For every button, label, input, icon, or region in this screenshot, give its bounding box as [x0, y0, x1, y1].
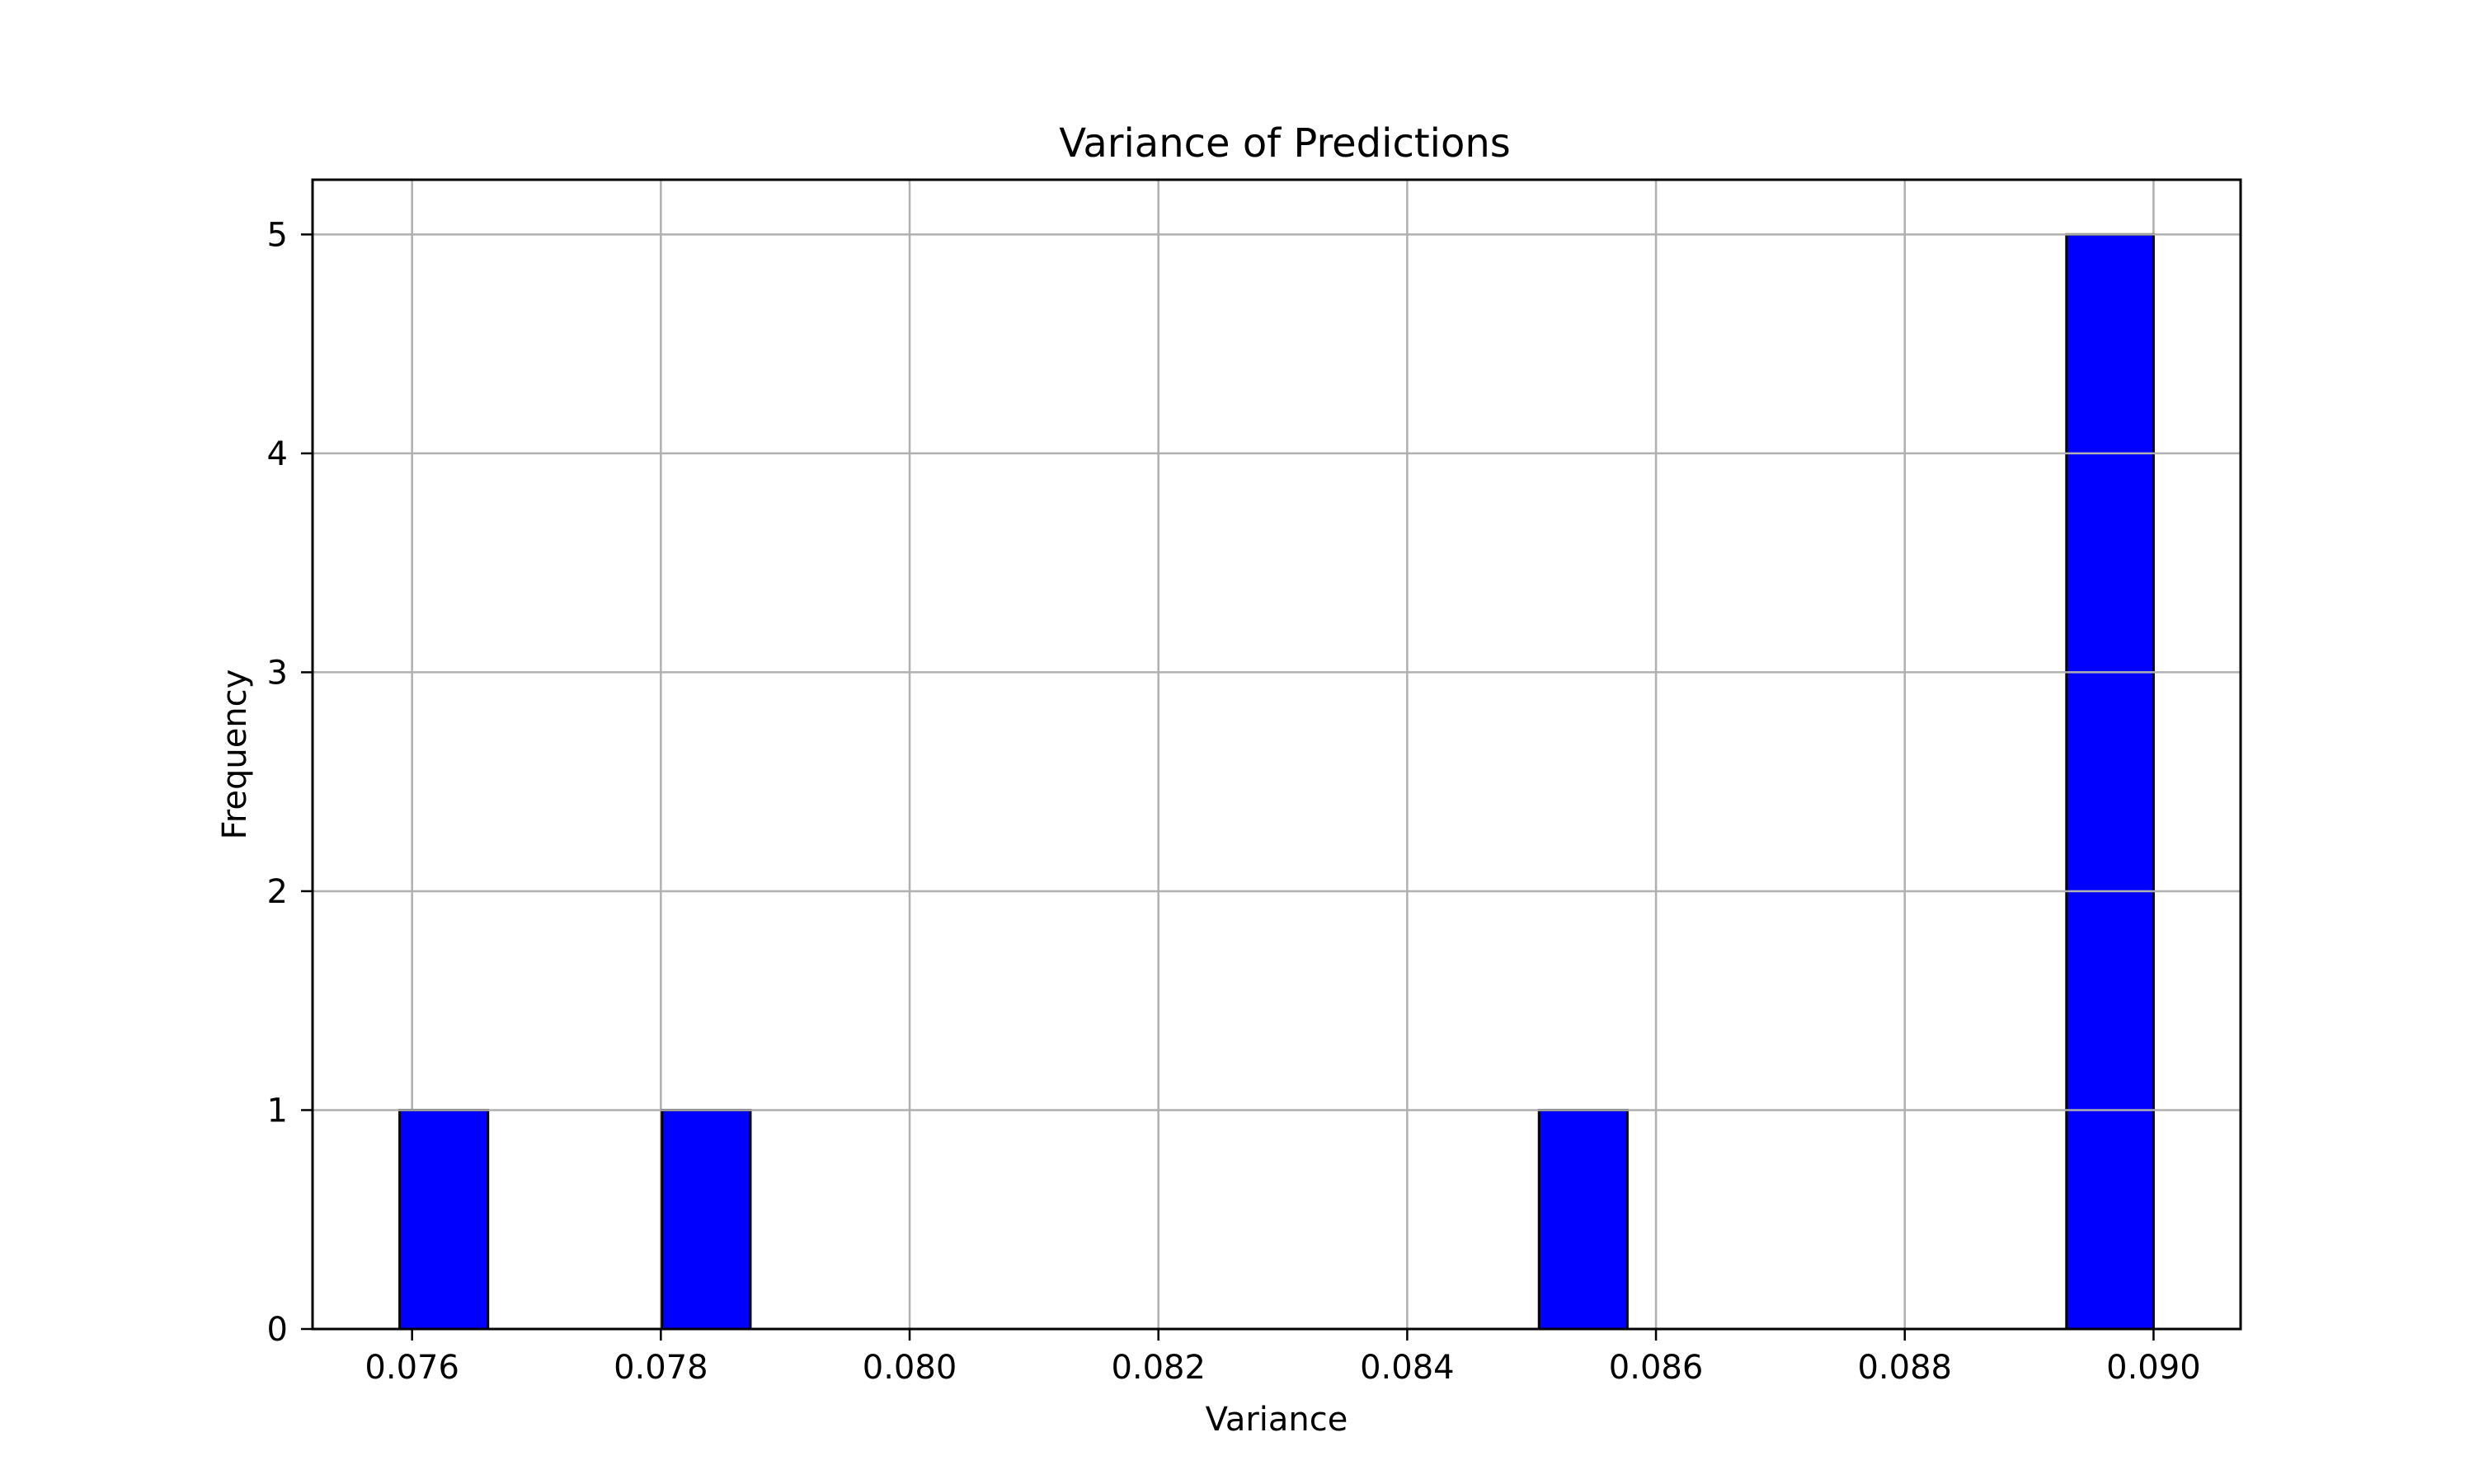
histogram-bar: [2065, 232, 2155, 1331]
histogram-bars: [313, 232, 2241, 1331]
y-tick-label: 4: [267, 435, 288, 473]
y-tick-label: 0: [267, 1311, 288, 1349]
x-tick-label: 0.084: [1360, 1349, 1455, 1387]
x-axis-label: Variance: [1206, 1401, 1348, 1439]
y-axis-label: Frequency: [216, 669, 254, 840]
y-tick-label: 1: [267, 1092, 288, 1129]
histogram-bar: [661, 1108, 752, 1331]
histogram-bar: [1537, 1108, 1629, 1331]
x-tick-label: 0.080: [863, 1349, 957, 1387]
y-tick-label: 2: [267, 873, 288, 911]
x-tick-label: 0.078: [614, 1349, 708, 1387]
chart-title: Variance of Predictions: [1059, 120, 1511, 167]
axis-ticks: 0.076 0.078 0.080 0.082 0.084 0.086 0.088 0.090…: [267, 216, 2201, 1387]
x-tick-label: 0.086: [1609, 1349, 1704, 1387]
y-tick-label: 3: [267, 654, 288, 692]
histogram-bar: [398, 1108, 490, 1331]
x-tick-label: 0.088: [1857, 1349, 1952, 1387]
plot-area-frame: [311, 178, 2242, 1331]
y-tick-label: 5: [267, 216, 288, 254]
x-tick-label: 0.090: [2106, 1349, 2201, 1387]
x-tick-label: 0.082: [1111, 1349, 1206, 1387]
x-tick-label: 0.076: [365, 1349, 459, 1387]
